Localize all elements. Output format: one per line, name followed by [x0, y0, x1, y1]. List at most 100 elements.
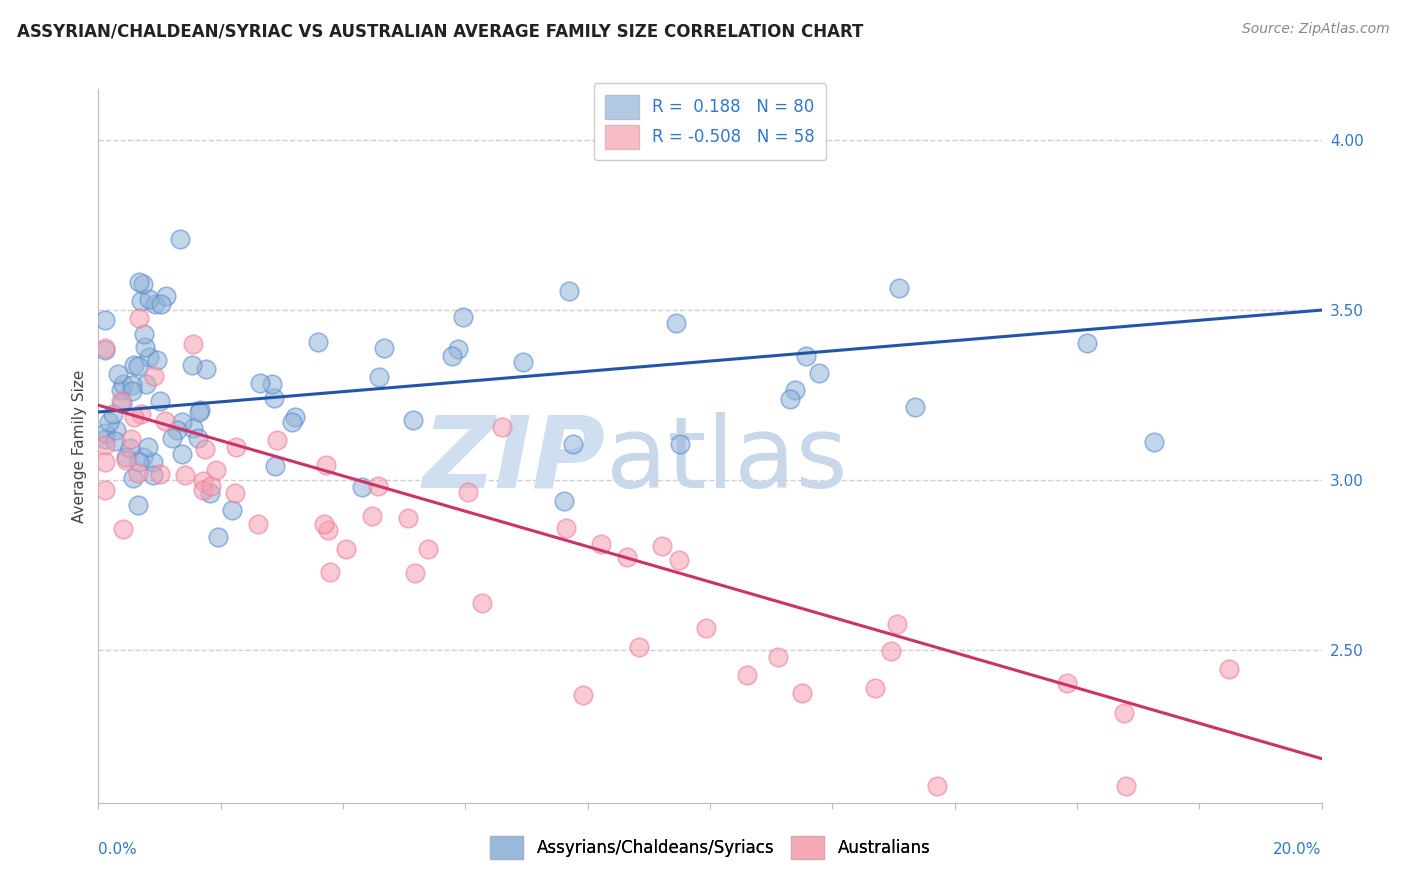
Point	[281, 416, 304, 430]
Point	[93, 483, 115, 498]
Point	[111, 396, 134, 410]
Point	[181, 337, 204, 351]
Point	[863, 681, 886, 695]
Point	[194, 442, 217, 456]
Point	[766, 649, 789, 664]
Point	[1115, 779, 1137, 793]
Point	[155, 414, 177, 428]
Point	[263, 459, 285, 474]
Point	[262, 376, 284, 391]
Point	[128, 454, 150, 468]
Point	[128, 310, 150, 325]
Point	[122, 410, 145, 425]
Point	[193, 483, 215, 498]
Point	[367, 479, 389, 493]
Point	[512, 355, 534, 369]
Point	[553, 494, 575, 508]
Point	[561, 436, 583, 450]
Legend: Assyrians/Chaldeans/Syriacs, Australians: Assyrians/Chaldeans/Syriacs, Australians	[484, 829, 936, 866]
Point	[97, 415, 120, 429]
Point	[396, 510, 419, 524]
Point	[315, 458, 337, 472]
Point	[131, 450, 153, 464]
Point	[225, 440, 247, 454]
Text: ASSYRIAN/CHALDEAN/SYRIAC VS AUSTRALIAN AVERAGE FAMILY SIZE CORRELATION CHART: ASSYRIAN/CHALDEAN/SYRIAC VS AUSTRALIAN A…	[17, 22, 863, 40]
Point	[591, 537, 613, 551]
Point	[651, 539, 673, 553]
Point	[1112, 706, 1135, 721]
Point	[170, 416, 193, 430]
Point	[93, 313, 115, 327]
Point	[792, 685, 814, 699]
Point	[93, 437, 115, 451]
Point	[308, 335, 330, 350]
Point	[149, 393, 172, 408]
Point	[93, 343, 115, 358]
Point	[136, 440, 159, 454]
Point	[794, 350, 817, 364]
Point	[127, 359, 149, 373]
Point	[173, 467, 195, 482]
Point	[312, 517, 335, 532]
Point	[1143, 434, 1166, 449]
Point	[162, 431, 184, 445]
Point	[373, 341, 395, 355]
Point	[121, 377, 143, 392]
Point	[181, 421, 204, 435]
Y-axis label: Average Family Size: Average Family Size	[72, 369, 87, 523]
Point	[695, 621, 717, 635]
Point	[110, 393, 132, 408]
Point	[284, 410, 307, 425]
Point	[187, 431, 209, 445]
Point	[200, 479, 222, 493]
Point	[120, 442, 142, 456]
Point	[886, 616, 908, 631]
Point	[889, 281, 911, 295]
Point	[555, 521, 578, 535]
Point	[418, 542, 440, 557]
Text: Source: ZipAtlas.com: Source: ZipAtlas.com	[1241, 22, 1389, 37]
Point	[903, 401, 925, 415]
Point	[129, 293, 152, 308]
Point	[129, 407, 152, 421]
Point	[807, 366, 830, 380]
Text: ZIP: ZIP	[423, 412, 606, 508]
Point	[166, 423, 188, 437]
Point	[249, 376, 271, 391]
Point	[668, 553, 690, 567]
Point	[115, 450, 138, 464]
Point	[880, 644, 903, 658]
Point	[188, 403, 211, 417]
Point	[180, 358, 202, 372]
Point	[134, 340, 156, 354]
Point	[316, 524, 339, 538]
Point	[138, 293, 160, 307]
Point	[263, 392, 285, 406]
Point	[198, 486, 221, 500]
Point	[360, 509, 382, 524]
Point	[440, 349, 463, 363]
Point	[737, 667, 759, 681]
Point	[457, 485, 479, 500]
Point	[453, 310, 475, 325]
Point	[105, 423, 128, 437]
Point	[221, 503, 243, 517]
Point	[142, 455, 165, 469]
Point	[138, 350, 160, 364]
Point	[149, 297, 172, 311]
Point	[128, 276, 150, 290]
Point	[120, 432, 142, 446]
Point	[104, 434, 127, 449]
Point	[471, 597, 494, 611]
Point	[191, 474, 214, 488]
Point	[246, 517, 269, 532]
Point	[266, 433, 288, 447]
Point	[114, 453, 136, 467]
Point	[127, 499, 149, 513]
Point	[572, 689, 595, 703]
Point	[319, 565, 342, 579]
Point	[350, 480, 373, 494]
Point	[785, 384, 807, 398]
Point	[93, 433, 115, 447]
Point	[207, 530, 229, 544]
